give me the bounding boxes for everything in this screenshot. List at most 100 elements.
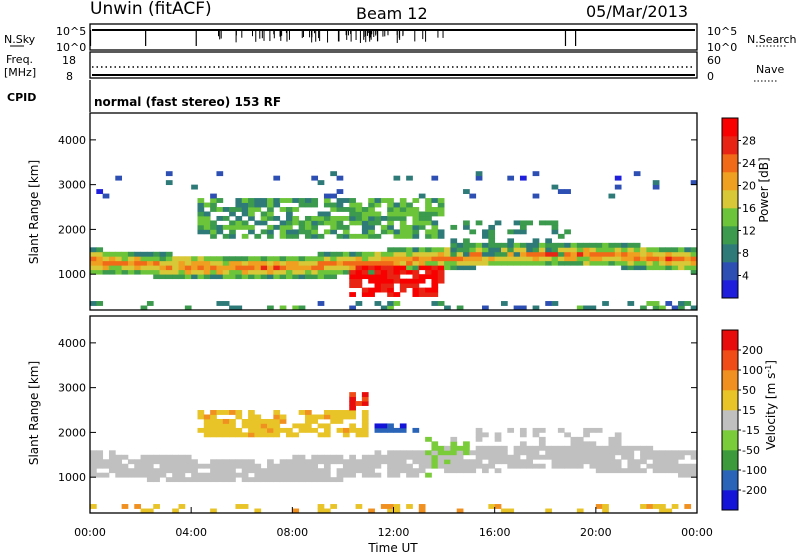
power-cell <box>336 233 344 239</box>
power-cell <box>551 301 559 306</box>
power-cell <box>545 301 552 306</box>
velocity-cell <box>557 427 565 433</box>
velocity-cell <box>589 441 597 447</box>
power-cell <box>235 224 243 230</box>
velocity-cell <box>646 504 654 509</box>
velocity-cell <box>475 454 483 460</box>
velocity-cell <box>273 432 281 438</box>
velocity-cell <box>96 459 104 465</box>
power-cell <box>399 229 407 235</box>
power-cell <box>678 251 685 257</box>
velocity-cell <box>286 432 293 438</box>
velocity-cell <box>659 463 666 469</box>
power-cell <box>387 278 394 284</box>
power-cell <box>279 265 287 271</box>
velocity-cell <box>349 401 356 406</box>
power-cell <box>444 256 451 262</box>
velocity-cell <box>456 463 464 469</box>
power-cell <box>456 305 464 311</box>
power-cell <box>336 189 344 194</box>
velocity-cell <box>165 468 173 474</box>
velocity-cell <box>361 427 369 433</box>
power-cell <box>146 269 154 275</box>
power-cell <box>153 251 160 257</box>
power-cell <box>248 198 255 203</box>
velocity-cell <box>90 468 97 474</box>
power-cell <box>463 189 470 194</box>
power-cell <box>431 233 439 239</box>
velocity-cell <box>589 463 597 469</box>
velocity-cell <box>159 472 167 478</box>
power-cell <box>374 211 382 217</box>
power-cell <box>267 224 274 230</box>
velocity-cell <box>172 459 179 465</box>
velocity-cell <box>678 468 685 474</box>
power-cell <box>336 220 344 226</box>
power-cell <box>311 274 319 280</box>
power-cell <box>437 274 445 280</box>
velocity-cell <box>178 463 186 469</box>
power-cell <box>368 215 375 221</box>
power-cell <box>279 224 287 230</box>
power-cell <box>513 256 521 262</box>
power-cell <box>140 265 148 271</box>
velocity-cell <box>690 450 698 456</box>
power-cell <box>235 269 243 275</box>
velocity-cell <box>608 436 616 442</box>
velocity-cell <box>640 454 647 460</box>
velocity-cell <box>248 423 255 429</box>
power-cell <box>538 260 546 266</box>
velocity-cell <box>330 410 337 415</box>
velocity-cell <box>583 427 590 433</box>
power-cell <box>627 256 635 262</box>
power-cell <box>583 242 590 248</box>
power-cell <box>203 202 211 208</box>
power-cell <box>456 242 464 248</box>
power-cell <box>317 260 325 266</box>
velocity-cell <box>229 472 236 478</box>
velocity-cell <box>336 468 344 474</box>
power-cell <box>551 251 559 257</box>
power-cell <box>519 305 527 311</box>
power-cell <box>330 193 337 199</box>
velocity-cell <box>203 463 211 469</box>
power-cell <box>627 251 635 257</box>
power-cell <box>519 256 527 262</box>
power-cell <box>475 242 483 248</box>
power-cell <box>279 269 287 275</box>
colorbar-swatch <box>722 490 738 511</box>
power-cell <box>659 305 666 311</box>
velocity-cell <box>500 508 508 514</box>
velocity-cell <box>431 441 439 447</box>
power-cell <box>519 247 527 253</box>
power-cell <box>361 229 369 235</box>
power-cell <box>488 251 496 257</box>
power-cell <box>96 265 104 271</box>
velocity-cell <box>665 463 673 469</box>
power-cell <box>595 256 603 262</box>
velocity-cell <box>216 418 224 424</box>
velocity-cell <box>431 454 439 460</box>
power-cell <box>538 256 546 262</box>
velocity-cell <box>640 459 647 465</box>
power-cell <box>349 198 356 203</box>
power-cell <box>267 233 274 239</box>
velocity-cell <box>267 468 274 474</box>
power-cell <box>165 269 173 275</box>
velocity-cell <box>557 450 565 456</box>
velocity-cell <box>336 459 344 465</box>
velocity-cell <box>361 454 369 460</box>
power-cell <box>355 251 363 257</box>
power-cell <box>431 283 439 289</box>
velocity-cell <box>387 427 394 433</box>
power-cell <box>336 256 344 262</box>
velocity-cell <box>178 504 186 509</box>
velocity-cell <box>368 463 375 469</box>
power-cell <box>557 247 565 253</box>
power-cell <box>323 220 331 226</box>
power-cell <box>671 256 679 262</box>
power-cell <box>108 265 116 271</box>
power-cell <box>203 274 211 280</box>
colorbar-swatch <box>722 118 738 137</box>
power-cell <box>279 198 287 203</box>
